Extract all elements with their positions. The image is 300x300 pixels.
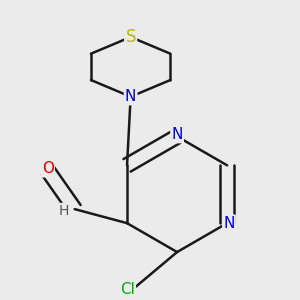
Text: H: H bbox=[59, 204, 69, 218]
Text: Cl: Cl bbox=[120, 282, 135, 297]
Text: S: S bbox=[125, 28, 136, 46]
Text: N: N bbox=[171, 127, 183, 142]
Text: N: N bbox=[223, 216, 235, 231]
Text: O: O bbox=[42, 161, 54, 176]
Text: N: N bbox=[125, 89, 136, 104]
